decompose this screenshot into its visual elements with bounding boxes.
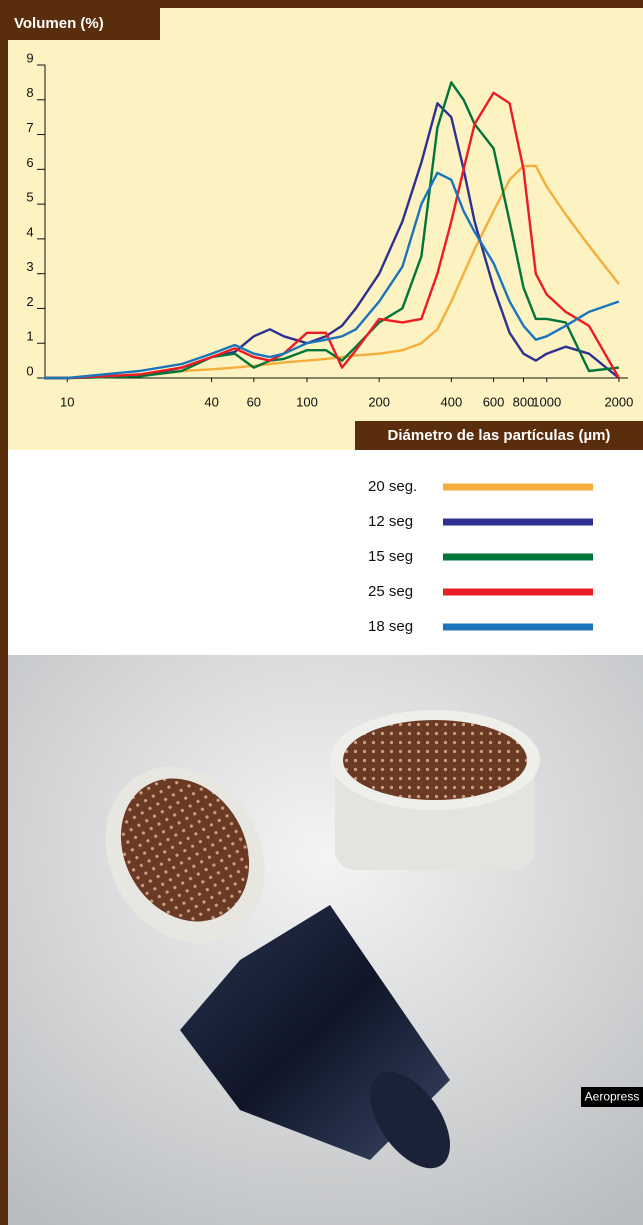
line-series [44, 91, 620, 380]
y-tick-label: 8 [26, 85, 33, 100]
legend-label: 15 seg [368, 548, 413, 565]
x-label-box [355, 421, 643, 450]
frame-top [0, 0, 643, 8]
x-tick-label: 10 [60, 394, 74, 409]
y-axis-label: Volumen (%) [14, 15, 104, 32]
line-series [44, 81, 620, 380]
x-tick-label: 60 [247, 394, 261, 409]
chart-background [0, 0, 643, 450]
y-tick-label: 6 [26, 155, 33, 170]
legend-label: 18 seg [368, 618, 413, 635]
line-series [44, 171, 620, 380]
frame-left [0, 0, 8, 1225]
y-tick-label: 4 [26, 224, 33, 239]
legend-label: 25 seg [368, 583, 413, 600]
capsule-1-lid [120, 778, 250, 922]
x-tick-label: 800 [513, 394, 535, 409]
y-tick-label: 9 [26, 50, 33, 65]
x-tick-label: 1000 [532, 394, 561, 409]
y-tick-label: 7 [26, 120, 33, 135]
y-label-box [8, 8, 160, 40]
capsule-2-lid [343, 720, 527, 800]
x-tick-label: 600 [483, 394, 505, 409]
y-tick-label: 5 [26, 190, 33, 205]
x-tick-label: 400 [440, 394, 462, 409]
y-tick-label: 0 [26, 363, 33, 378]
line-series [44, 164, 620, 380]
photo-caption: Aeropress [585, 1090, 640, 1104]
x-tick-label: 200 [368, 394, 390, 409]
legend-label: 20 seg. [368, 478, 417, 495]
photo: Aeropress [8, 655, 643, 1225]
y-tick-label: 2 [26, 294, 33, 309]
y-tick-label: 1 [26, 329, 33, 344]
x-tick-label: 100 [296, 394, 318, 409]
legend-label: 12 seg [368, 513, 413, 530]
x-axis-label: Diámetro de las partículas (µm) [388, 427, 611, 444]
y-tick-label: 3 [26, 259, 33, 274]
x-tick-label: 2000 [604, 394, 633, 409]
capsule-3-base [370, 1071, 450, 1169]
x-tick-label: 40 [204, 394, 218, 409]
caption-background [581, 1087, 643, 1107]
